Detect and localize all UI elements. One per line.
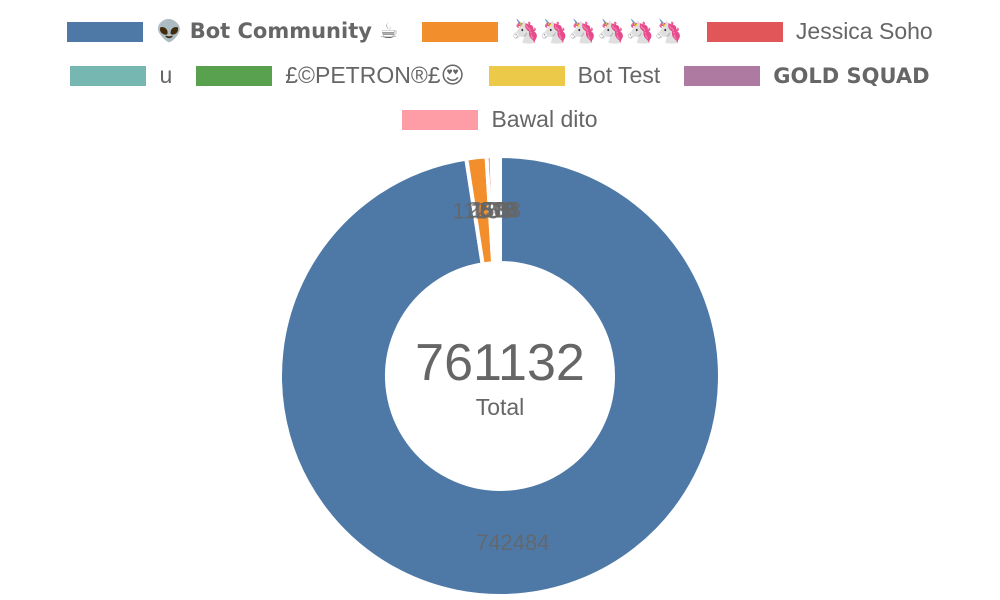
center-total: 761132 xyxy=(415,334,585,392)
legend-item[interactable]: 🦄🦄🦄🦄🦄🦄 xyxy=(422,18,683,45)
legend-row-1: 👽 Bot Community ☕ 🦄🦄🦄🦄🦄🦄 Jessica Soho xyxy=(0,18,1000,45)
legend-item[interactable]: 👽 Bot Community ☕ xyxy=(67,19,398,44)
legend-swatch xyxy=(70,65,147,86)
legend-item[interactable]: Bawal dito xyxy=(402,106,598,133)
legend-item[interactable]: u xyxy=(70,62,172,89)
slice-0[interactable] xyxy=(278,153,722,598)
legend-label: Jessica Soho xyxy=(795,18,933,44)
data-label-1: 11255 xyxy=(452,198,512,223)
legend-item[interactable]: £©PETRON®£😍 xyxy=(196,62,465,89)
data-label-3: 1504 xyxy=(470,198,519,223)
data-label-7: 500 xyxy=(481,198,518,223)
legend-row-3: Bawal dito xyxy=(0,106,1000,133)
data-label-6: 618 xyxy=(481,198,518,223)
legend-label: 👽 Bot Community ☕ xyxy=(156,19,399,43)
legend-swatch xyxy=(706,21,783,42)
legend-swatch xyxy=(422,21,499,42)
legend-label: GOLD SQUAD xyxy=(773,63,930,88)
legend-label: Bawal dito xyxy=(491,106,598,132)
legend-swatch xyxy=(67,21,144,42)
legend-label: Bot Test xyxy=(577,62,661,88)
data-label-5: 815 xyxy=(480,198,517,223)
legend-label: u xyxy=(159,62,173,88)
data-label-4: 1283 xyxy=(472,198,521,223)
legend-swatch xyxy=(196,65,273,86)
legend-item[interactable]: Bot Test xyxy=(488,62,661,89)
slices-group xyxy=(278,153,722,598)
legend-item[interactable]: GOLD SQUAD xyxy=(684,63,930,88)
legend-label: £©PETRON®£😍 xyxy=(285,62,465,88)
data-label-0: 742484 xyxy=(476,530,549,555)
legend-swatch xyxy=(488,65,565,86)
center-total-label: Total xyxy=(476,394,525,420)
data-label-2: 2673 xyxy=(467,198,516,223)
legend-label: 🦄🦄🦄🦄🦄🦄 xyxy=(511,18,683,44)
legend-swatch xyxy=(402,109,479,130)
slice-7[interactable] xyxy=(497,153,502,266)
legend-item[interactable]: Jessica Soho xyxy=(706,18,933,45)
legend-swatch xyxy=(684,65,761,86)
legend-row-2: u £©PETRON®£😍 Bot Test GOLD SQUAD xyxy=(0,62,1000,89)
